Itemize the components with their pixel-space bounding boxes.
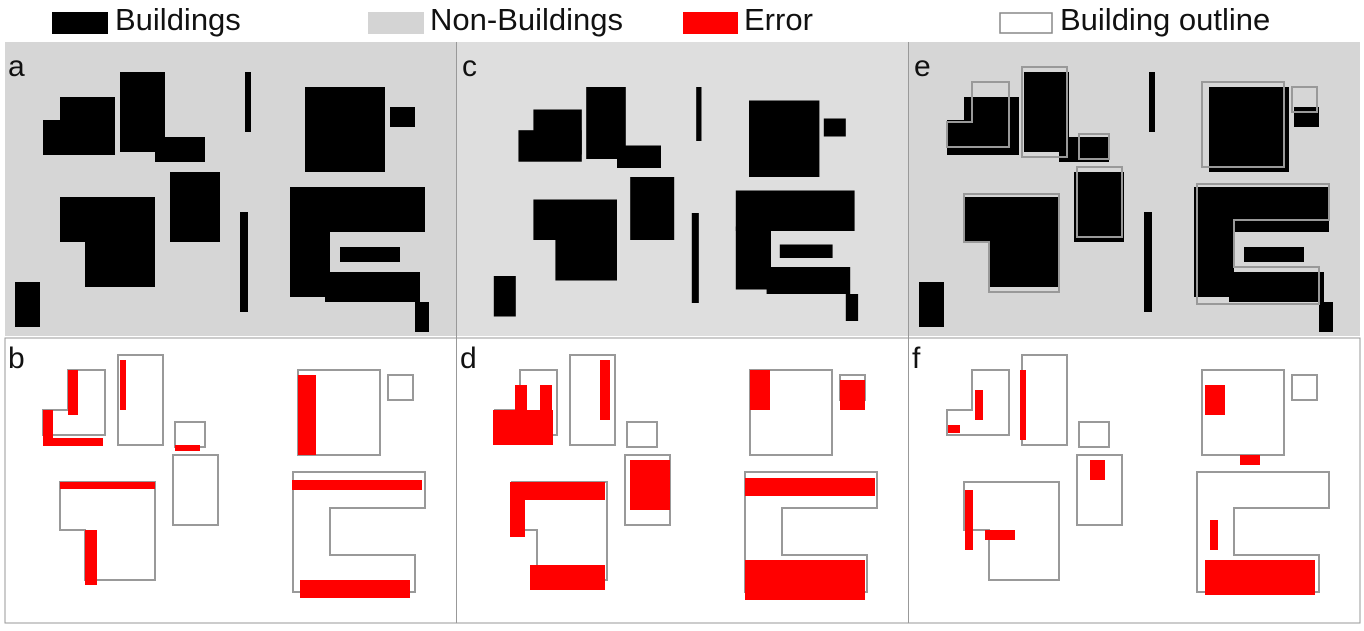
swatch	[52, 12, 108, 34]
panel: e	[909, 42, 1360, 336]
panel: a	[5, 42, 456, 336]
legend-label: Error	[744, 2, 813, 37]
figure: Buildings Non-Buildings Error Building o…	[0, 0, 1364, 626]
panel-label: f	[912, 342, 921, 375]
panel: c	[457, 42, 908, 336]
panel-label: c	[462, 50, 477, 83]
swatch	[683, 12, 738, 34]
legend-label: Buildings	[115, 2, 241, 37]
panel-label: e	[914, 50, 931, 83]
legend: Buildings Non-Buildings Error Building o…	[52, 2, 1270, 37]
panel-label: a	[8, 50, 25, 83]
panel-label: b	[8, 342, 25, 375]
swatch	[1000, 13, 1052, 33]
panel-label: d	[460, 342, 477, 375]
legend-label: Building outline	[1060, 2, 1270, 37]
swatch	[368, 12, 424, 34]
legend-label: Non-Buildings	[430, 2, 623, 37]
